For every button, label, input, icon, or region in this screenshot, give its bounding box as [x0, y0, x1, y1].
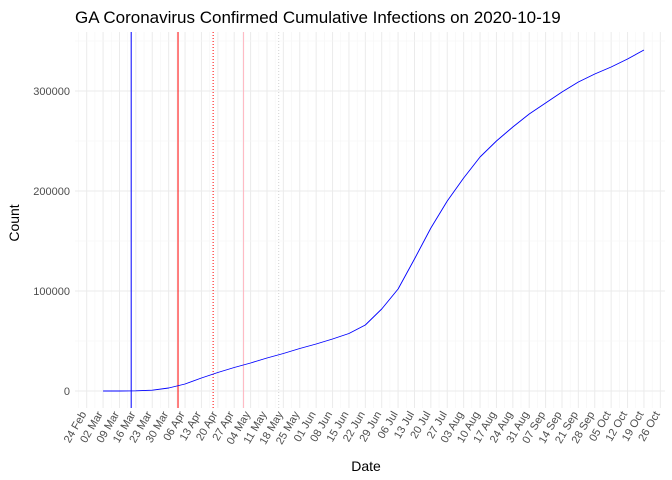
series-line: [103, 49, 645, 392]
chart-title: GA Coronavirus Confirmed Cumulative Infe…: [75, 8, 561, 27]
y-tick-label: 200000: [33, 186, 70, 198]
series-layer: [103, 49, 645, 392]
y-tick-label: 100000: [33, 286, 70, 298]
grid: [75, 32, 665, 408]
y-axis-title: Count: [6, 204, 22, 241]
y-axis-ticks: 0 100000 200000 300000: [33, 86, 70, 398]
x-axis-title: Date: [351, 458, 381, 474]
y-tick-label: 0: [64, 386, 70, 398]
vertical-reference-lines: [130, 32, 280, 408]
y-tick-label: 300000: [33, 86, 70, 98]
